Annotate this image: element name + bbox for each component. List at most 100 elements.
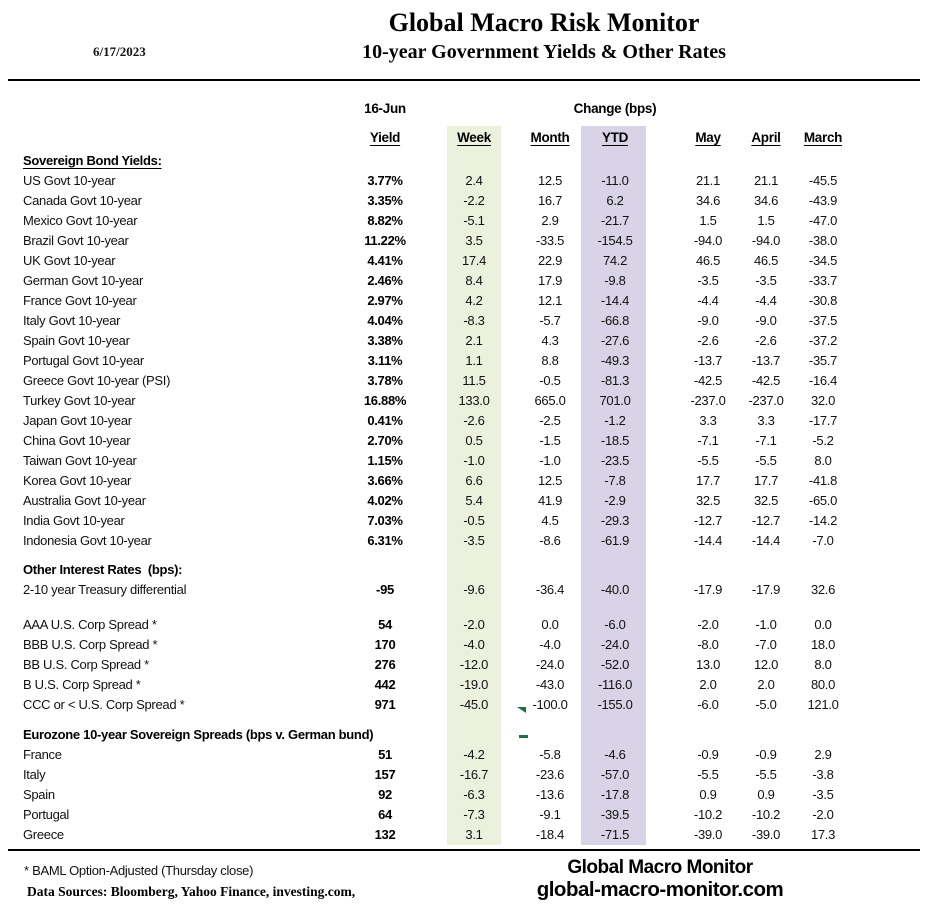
cell-week: -19.0 [459,677,489,692]
table-row: Taiwan Govt 10-year 1.15% -1.0 -1.0 -23.5 -5.… [0,451,928,471]
column-headers: Yield Week Month YTD May April March [0,130,928,150]
cell-may: -4.4 [697,293,719,308]
section-heading: Sovereign Bond Yields: [23,153,162,168]
table-row: UK Govt 10-year 4.41% 17.4 22.9 74.2 46.5 46.5… [0,251,928,271]
column-header-month: Month [530,130,570,145]
cell-may: -6.0 [697,697,719,712]
table-row: Indonesia Govt 10-year 6.31% -3.5 -8.6 -61.9… [0,531,928,551]
cell-april: -3.5 [755,273,777,288]
cell-week: -12.0 [459,657,489,672]
report-date: 6/17/2023 [93,44,146,59]
cell-march: 80.0 [810,677,836,692]
cell-may: -10.2 [693,807,723,822]
cell-ytd: 6.2 [606,193,624,208]
cell-may: 32.5 [695,493,721,508]
cell-march: 121.0 [807,697,839,712]
row-label: Italy Govt 10-year [23,313,121,328]
group-label-date: 16-Jun [364,101,406,116]
cell-april: 1.5 [757,213,775,228]
row-label: 2-10 year Treasury differential [23,582,187,597]
cell-march: -33.7 [808,273,838,288]
cell-march: 0.0 [814,617,832,632]
row-label: Indonesia Govt 10-year [23,533,152,548]
cell-april: -5.5 [755,453,777,468]
cell-week: -4.0 [463,637,485,652]
cell-yield: 4.04% [367,313,403,328]
row-label: Japan Govt 10-year [23,413,132,428]
cell-april: -5.5 [755,767,777,782]
cell-yield: 92 [378,787,392,802]
cell-yield: 4.02% [367,493,403,508]
row-label: Turkey Govt 10-year [23,393,136,408]
table-row: China Govt 10-year 2.70% 0.5 -1.5 -18.5 -7.1 -… [0,431,928,451]
cell-april: -17.9 [751,582,781,597]
cell-yield: 54 [378,617,392,632]
cell-march: -17.7 [808,413,838,428]
row-label: Greece [23,827,64,842]
cell-yield: 2.70% [367,433,403,448]
cell-month: 2.9 [541,213,559,228]
table-row: CCC or < U.S. Corp Spread * 971 -45.0 -100.… [0,695,928,715]
table-row: France Govt 10-year 2.97% 4.2 12.1 -14.4 -4.4… [0,291,928,311]
cell-week: -9.6 [463,582,485,597]
cell-ytd: -49.3 [600,353,630,368]
cell-yield: 3.11% [367,353,403,368]
ytd-column-highlight [581,126,646,845]
cell-april: 32.5 [753,493,779,508]
cell-yield: 132 [374,827,396,842]
cell-month: -33.5 [535,233,565,248]
cell-week: 3.1 [465,827,483,842]
cell-ytd: 74.2 [602,253,628,268]
table-row: US Govt 10-year 3.77% 2.4 12.5 -11.0 21.1 21.1… [0,171,928,191]
cell-march: -2.0 [812,807,834,822]
cell-month: -4.0 [539,637,561,652]
cell-month: -0.5 [539,373,561,388]
cell-month: 665.0 [534,393,566,408]
cell-ytd: -11.0 [601,173,629,188]
cell-yield: 3.66% [367,473,403,488]
row-label: Australia Govt 10-year [23,493,146,508]
cell-ytd: -40.0 [600,582,630,597]
cell-may: -94.0 [693,233,723,248]
row-label: Mexico Govt 10-year [23,213,138,228]
cell-month: -8.6 [539,533,561,548]
cell-yield: 51 [378,747,392,762]
cell-week: 8.4 [465,273,483,288]
page-title: Global Macro Risk Monitor [388,8,700,37]
cell-may: 34.6 [695,193,721,208]
cell-may: -8.0 [697,637,719,652]
cell-yield: 4.41% [367,253,403,268]
cell-week: 5.4 [465,493,483,508]
cell-yield: 971 [374,697,396,712]
report-header: Global Macro Risk Monitor 10-year Govern… [164,8,924,64]
cell-week: -2.0 [463,617,485,632]
cell-april: -9.0 [755,313,777,328]
cell-ytd: -4.6 [604,747,626,762]
cell-month: -5.8 [539,747,561,762]
row-label: Canada Govt 10-year [23,193,142,208]
cell-may: -12.7 [693,513,723,528]
table-row: Canada Govt 10-year 3.35% -2.2 16.7 6.2 34.6 3… [0,191,928,211]
cell-april: 3.3 [757,413,775,428]
group-label-change: Change (bps) [573,101,657,116]
row-label: German Govt 10-year [23,273,144,288]
cell-march: -37.2 [808,333,838,348]
footnote: * BAML Option-Adjusted (Thursday close) [24,863,254,878]
cell-week: -2.6 [463,413,485,428]
cell-ytd: -17.8 [600,787,630,802]
cell-may: -7.1 [697,433,719,448]
cell-april: 2.0 [757,677,775,692]
cell-month: -43.0 [535,677,565,692]
cell-march: -16.4 [808,373,838,388]
cell-ytd: -27.6 [600,333,630,348]
column-header-week: Week [457,130,491,145]
cell-may: -14.4 [693,533,723,548]
cell-month: -2.5 [539,413,561,428]
cell-week: 0.5 [465,433,483,448]
cell-april: -42.5 [751,373,781,388]
cell-week: 133.0 [458,393,490,408]
cell-week: -4.2 [463,747,485,762]
cell-week: 4.2 [465,293,483,308]
row-label: Spain Govt 10-year [23,333,130,348]
cell-april: 12.0 [753,657,779,672]
